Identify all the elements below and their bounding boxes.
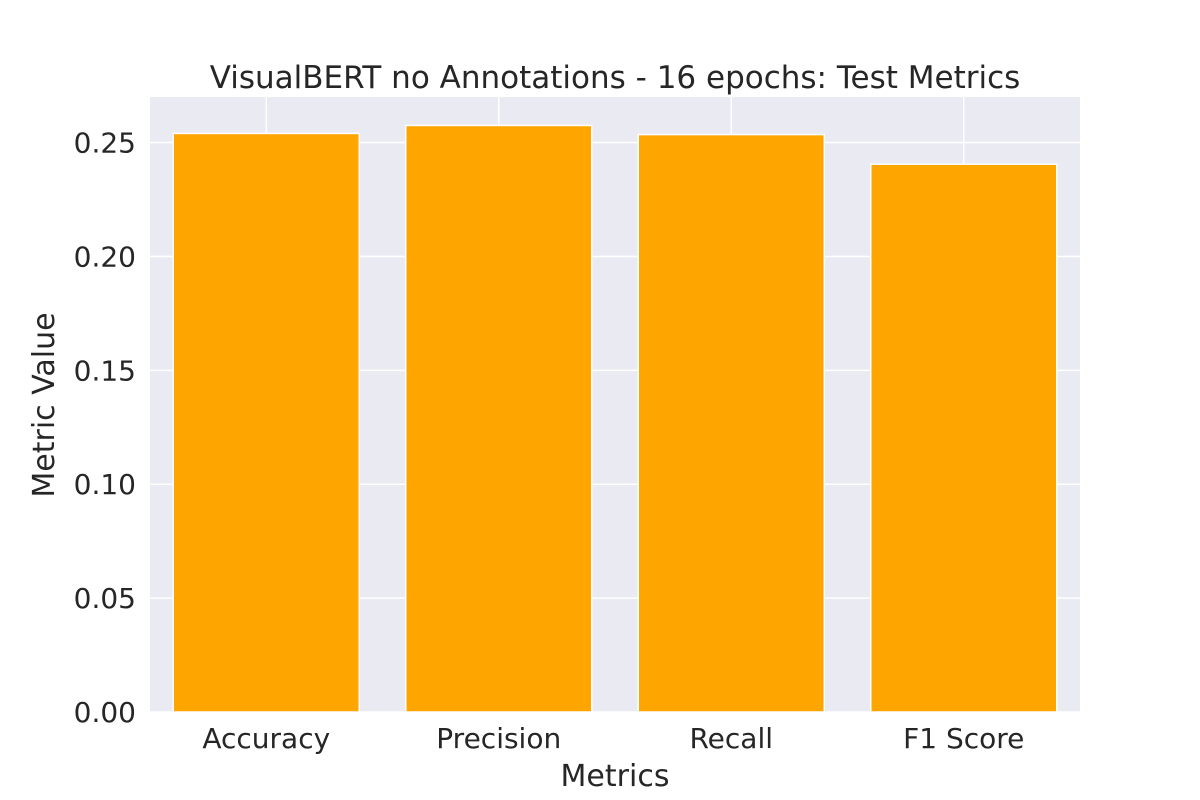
bar-f1-score [870,163,1058,713]
x-axis-ticks: Accuracy Precision Recall F1 Score [202,722,1024,755]
bar-recall [637,133,825,713]
x-tick-label: Recall [689,722,773,755]
x-tick-label: Accuracy [202,722,330,755]
y-tick-label: 0.15 [74,354,136,387]
chart-title: VisualBERT no Annotations - 16 epochs: T… [210,60,1021,96]
x-axis-label: Metrics [561,759,670,794]
bar-precision [405,124,593,713]
y-tick-label: 0.10 [74,468,136,501]
x-tick-label: F1 Score [903,722,1024,755]
x-tick-label: Precision [436,722,561,755]
y-tick-label: 0.05 [74,582,136,615]
bar-accuracy [172,132,360,713]
y-axis-label: Metric Value [27,312,62,497]
y-tick-label: 0.25 [74,127,136,160]
y-tick-label: 0.00 [74,696,136,729]
bars [172,124,1058,713]
y-tick-label: 0.20 [74,240,136,273]
y-axis-ticks: 0.00 0.05 0.10 0.15 0.20 0.25 [74,127,136,729]
